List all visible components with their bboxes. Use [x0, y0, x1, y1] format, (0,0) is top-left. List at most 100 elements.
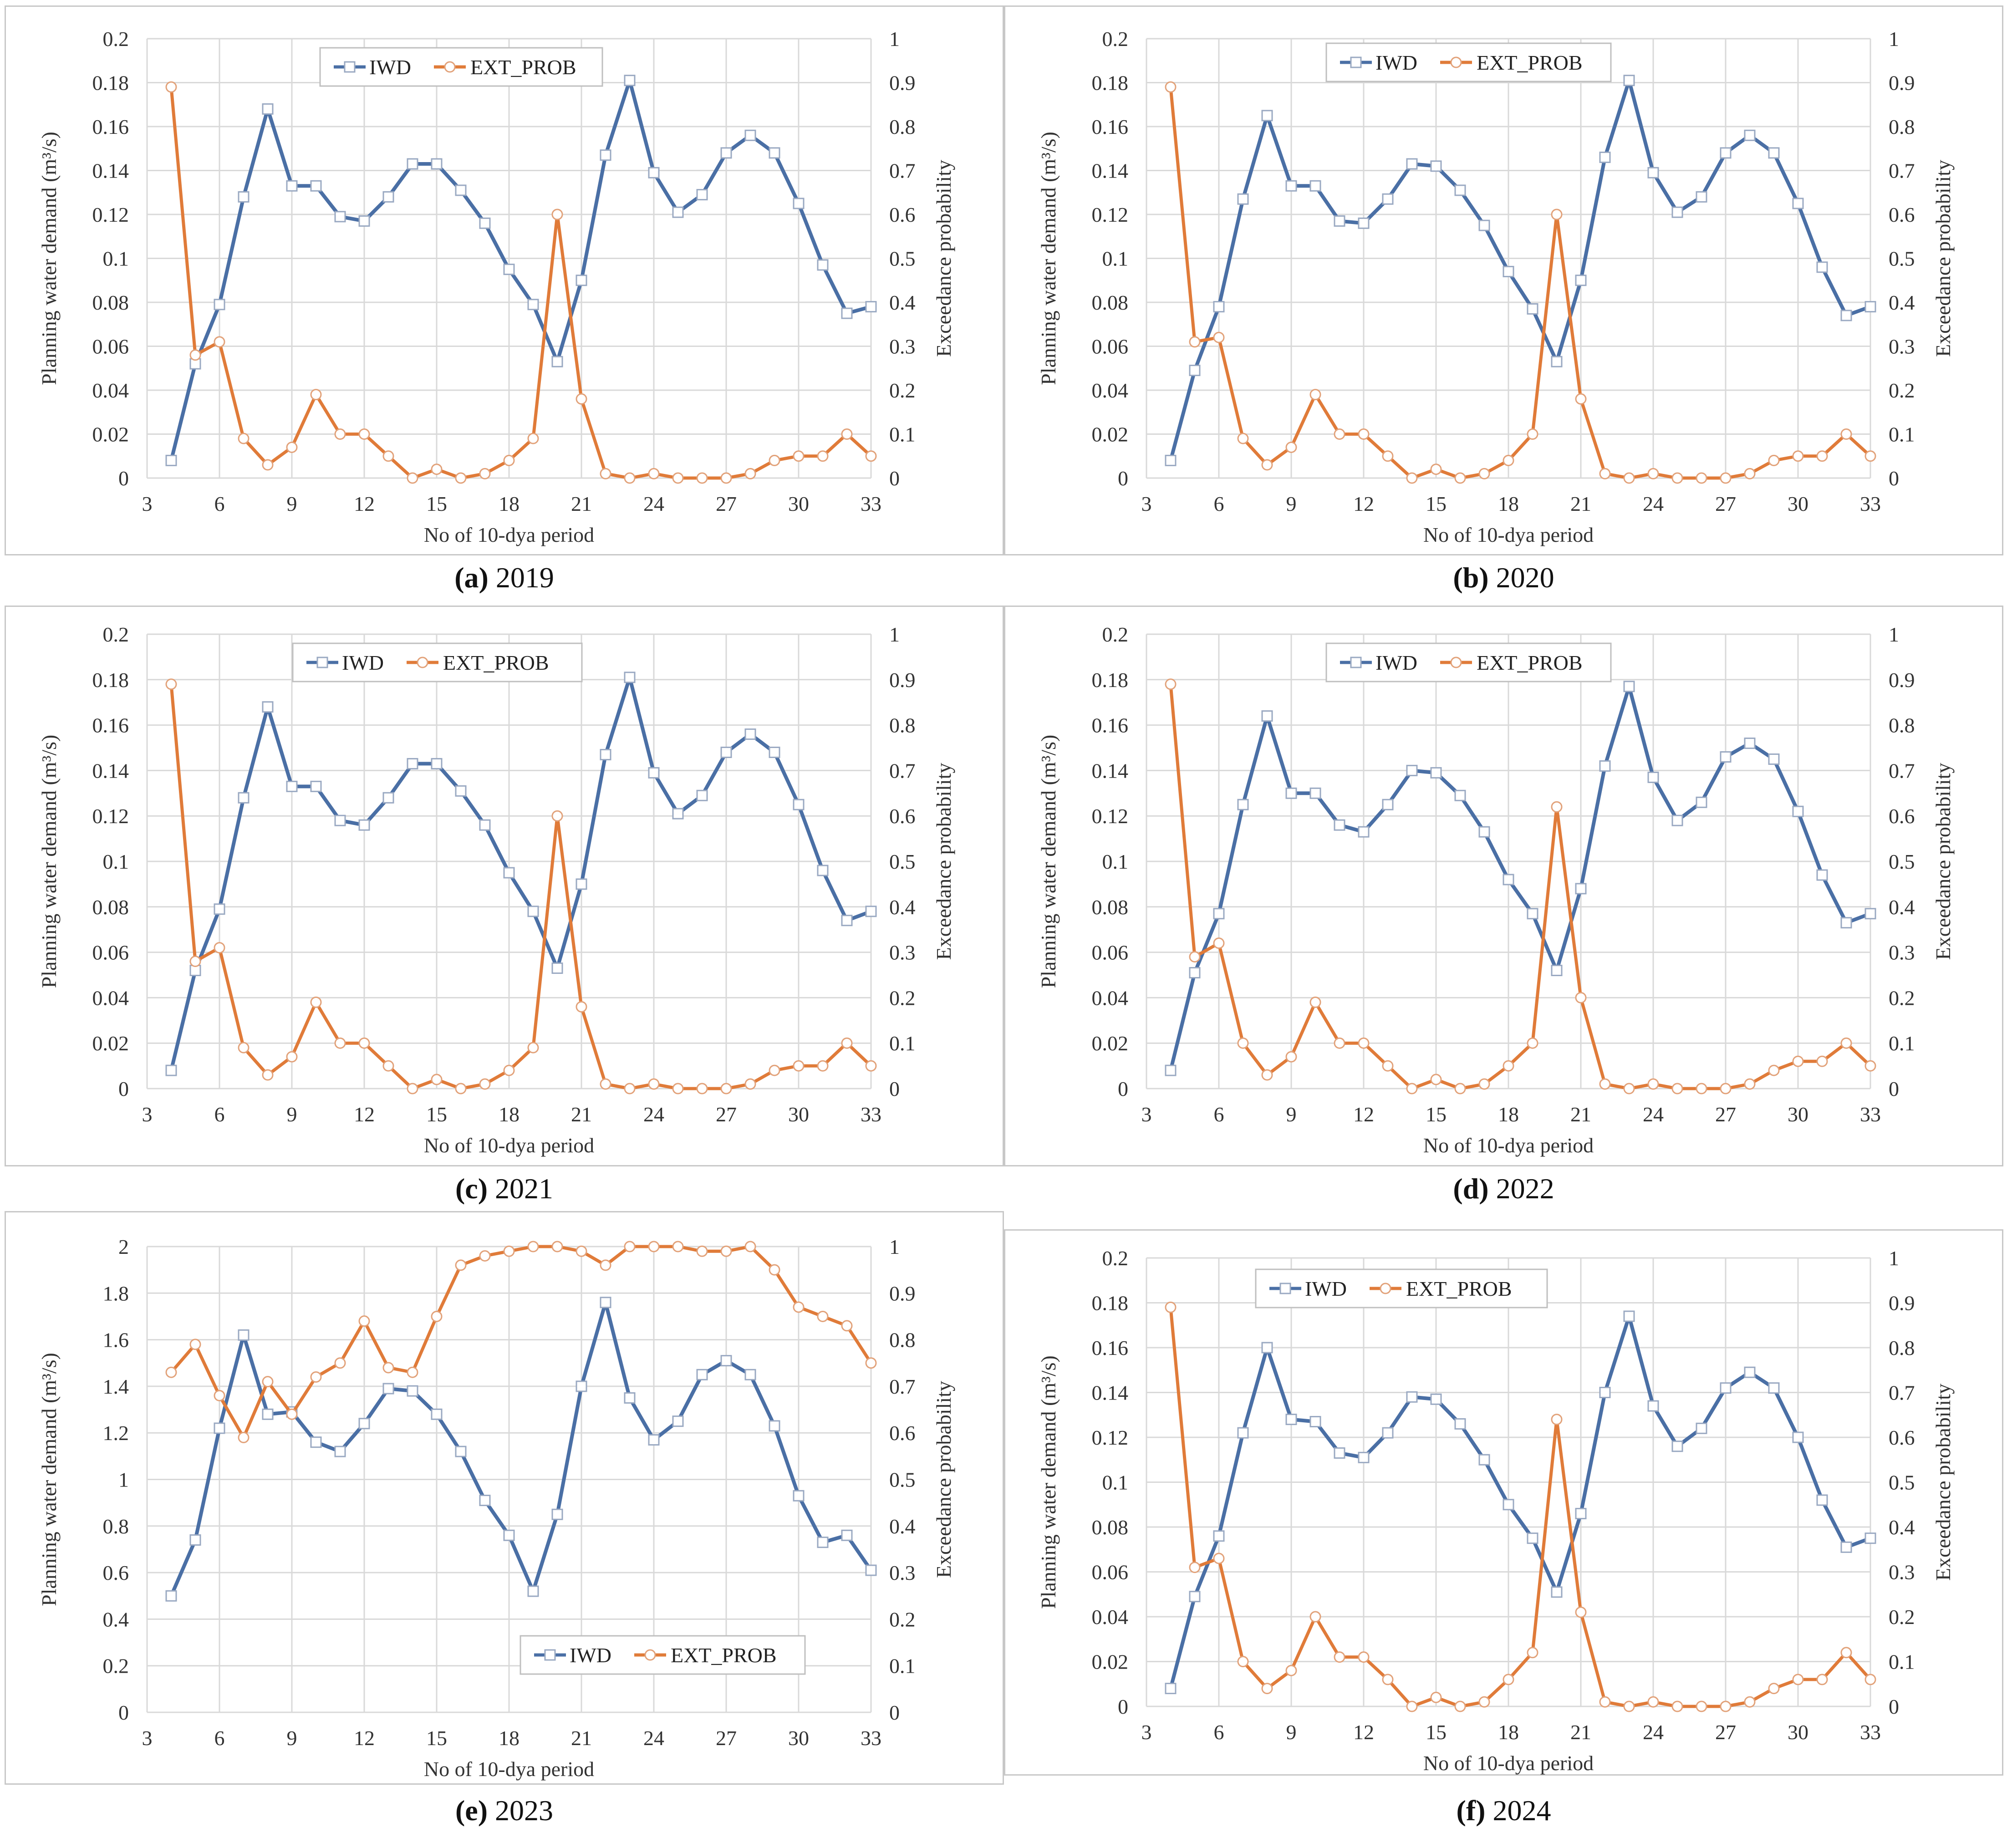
y-left-tick-label: 0.06: [92, 941, 129, 964]
iwd-point: [841, 915, 853, 927]
iwd-point: [407, 758, 418, 769]
y-left-tick-label: 0: [1118, 1695, 1128, 1718]
x-tick-label: 9: [287, 1103, 297, 1126]
ext-prob-point: [1551, 801, 1563, 813]
y-left-tick-label: 0.18: [1092, 71, 1129, 95]
iwd-point: [1816, 261, 1828, 273]
y-right-tick-label: 0.8: [889, 1329, 916, 1352]
ext-prob-point: [1503, 1674, 1514, 1685]
x-tick-label: 12: [354, 1103, 375, 1126]
iwd-point: [238, 191, 250, 203]
ext-prob-point: [1237, 1037, 1249, 1049]
iwd-point: [334, 815, 346, 826]
iwd-point: [1382, 1427, 1394, 1439]
iwd-point: [793, 1490, 805, 1502]
x-tick-label: 33: [1860, 1721, 1881, 1744]
iwd-point: [672, 1415, 684, 1427]
iwd-point: [1237, 1427, 1249, 1439]
y-right-axis-label: Exceedance probability: [1931, 160, 1955, 357]
ext-prob-point: [672, 1241, 684, 1252]
y-left-tick-label: 0.08: [1092, 896, 1129, 919]
caption-d: (d) 2022: [1453, 1172, 1554, 1205]
x-tick-label: 15: [1426, 1721, 1447, 1744]
ext-prob-point: [455, 1083, 467, 1095]
y-right-tick-label: 0.3: [889, 1561, 916, 1584]
iwd-point: [1213, 301, 1225, 313]
iwd-point: [527, 906, 539, 917]
y-right-tick-label: 0.9: [1889, 1292, 1915, 1315]
legend-iwd-label: IWD: [1305, 1277, 1347, 1300]
ext-prob-point: [1599, 1078, 1611, 1090]
iwd-series-line: [1169, 78, 1871, 461]
ext-prob-point: [648, 468, 660, 479]
y-right-axis-label: Exceedance probability: [932, 160, 955, 357]
ext-prob-point: [817, 1060, 829, 1072]
iwd-point: [1382, 193, 1394, 205]
chart-svg: 00.020.040.060.080.10.120.140.160.180.20…: [37, 27, 955, 546]
iwd-point: [1261, 1342, 1273, 1354]
y-right-tick-label: 0.2: [1889, 986, 1915, 1009]
y-right-tick-label: 0.4: [1889, 896, 1915, 919]
x-tick-label: 24: [1643, 1103, 1664, 1126]
ext-prob-point: [358, 1037, 370, 1049]
ext-prob-point: [1744, 1696, 1756, 1708]
iwd-point: [720, 147, 732, 159]
y-right-tick-label: 1: [889, 1235, 900, 1258]
iwd-point: [358, 819, 370, 831]
iwd-point: [551, 962, 563, 974]
legend-iwd-label: IWD: [570, 1644, 611, 1667]
x-tick-label: 6: [214, 1726, 225, 1750]
iwd-point: [1696, 796, 1707, 808]
ext-prob-point: [1864, 1674, 1876, 1685]
ext-prob-point: [865, 1060, 877, 1072]
y-left-tick-label: 0.04: [1092, 1605, 1129, 1629]
y-right-tick-label: 0.9: [889, 1282, 916, 1305]
y-right-tick-label: 0.8: [889, 714, 916, 737]
y-left-tick-label: 0.1: [103, 247, 129, 270]
iwd-point: [1623, 75, 1635, 87]
iwd-point: [1720, 1382, 1732, 1394]
y-right-axis-label: Exceedance probability: [932, 763, 955, 960]
iwd-point: [1720, 751, 1732, 763]
ext-prob-point: [551, 810, 563, 822]
ext-prob-point: [1382, 1060, 1394, 1072]
ext-prob-point: [624, 472, 636, 484]
y-left-tick-label: 0.14: [1092, 759, 1129, 782]
y-left-tick-label: 0.1: [103, 850, 129, 873]
legend-iwd-label: IWD: [369, 56, 411, 79]
ext-prob-point: [1454, 472, 1466, 484]
y-right-tick-label: 0.1: [889, 1032, 916, 1055]
y-right-tick-label: 1: [889, 27, 900, 51]
ext-prob-point: [1454, 1700, 1466, 1712]
legend-ext-label: EXT_PROB: [1406, 1277, 1512, 1300]
iwd-point: [358, 215, 370, 227]
y-right-tick-label: 0.8: [1889, 714, 1915, 737]
y-right-tick-label: 0.5: [1889, 850, 1915, 873]
x-tick-label: 9: [1286, 492, 1297, 515]
ext-prob-point: [1382, 450, 1394, 462]
ext-prob-point: [1478, 1078, 1490, 1090]
iwd-point: [720, 1355, 732, 1367]
ext-prob-point: [1599, 1696, 1611, 1708]
ext-prob-point: [382, 1060, 394, 1072]
iwd-point: [1358, 217, 1370, 229]
x-tick-label: 15: [1426, 1103, 1447, 1126]
y-left-tick-label: 0.06: [1092, 335, 1129, 358]
y-left-tick-label: 0: [1118, 467, 1128, 490]
x-tick-label: 3: [1141, 1103, 1152, 1126]
ext-prob-point: [1720, 1700, 1732, 1712]
y-left-tick-label: 0.2: [1102, 1247, 1129, 1270]
ext-prob-point: [1720, 472, 1732, 484]
x-tick-label: 3: [142, 1726, 153, 1750]
ext-prob-point: [310, 996, 322, 1008]
iwd-point: [1768, 753, 1780, 765]
iwd-point: [1792, 198, 1804, 209]
ext-prob-point: [1406, 472, 1418, 484]
x-tick-label: 21: [571, 1726, 592, 1750]
ext-prob-point: [214, 336, 225, 348]
y-right-axis-label: Exceedance probability: [1931, 763, 1955, 960]
y-right-tick-label: 0.1: [889, 423, 916, 446]
ext-prob-point: [1527, 1647, 1538, 1659]
ext-prob-point: [1768, 1064, 1780, 1076]
y-right-tick-label: 0.5: [1889, 1471, 1915, 1494]
